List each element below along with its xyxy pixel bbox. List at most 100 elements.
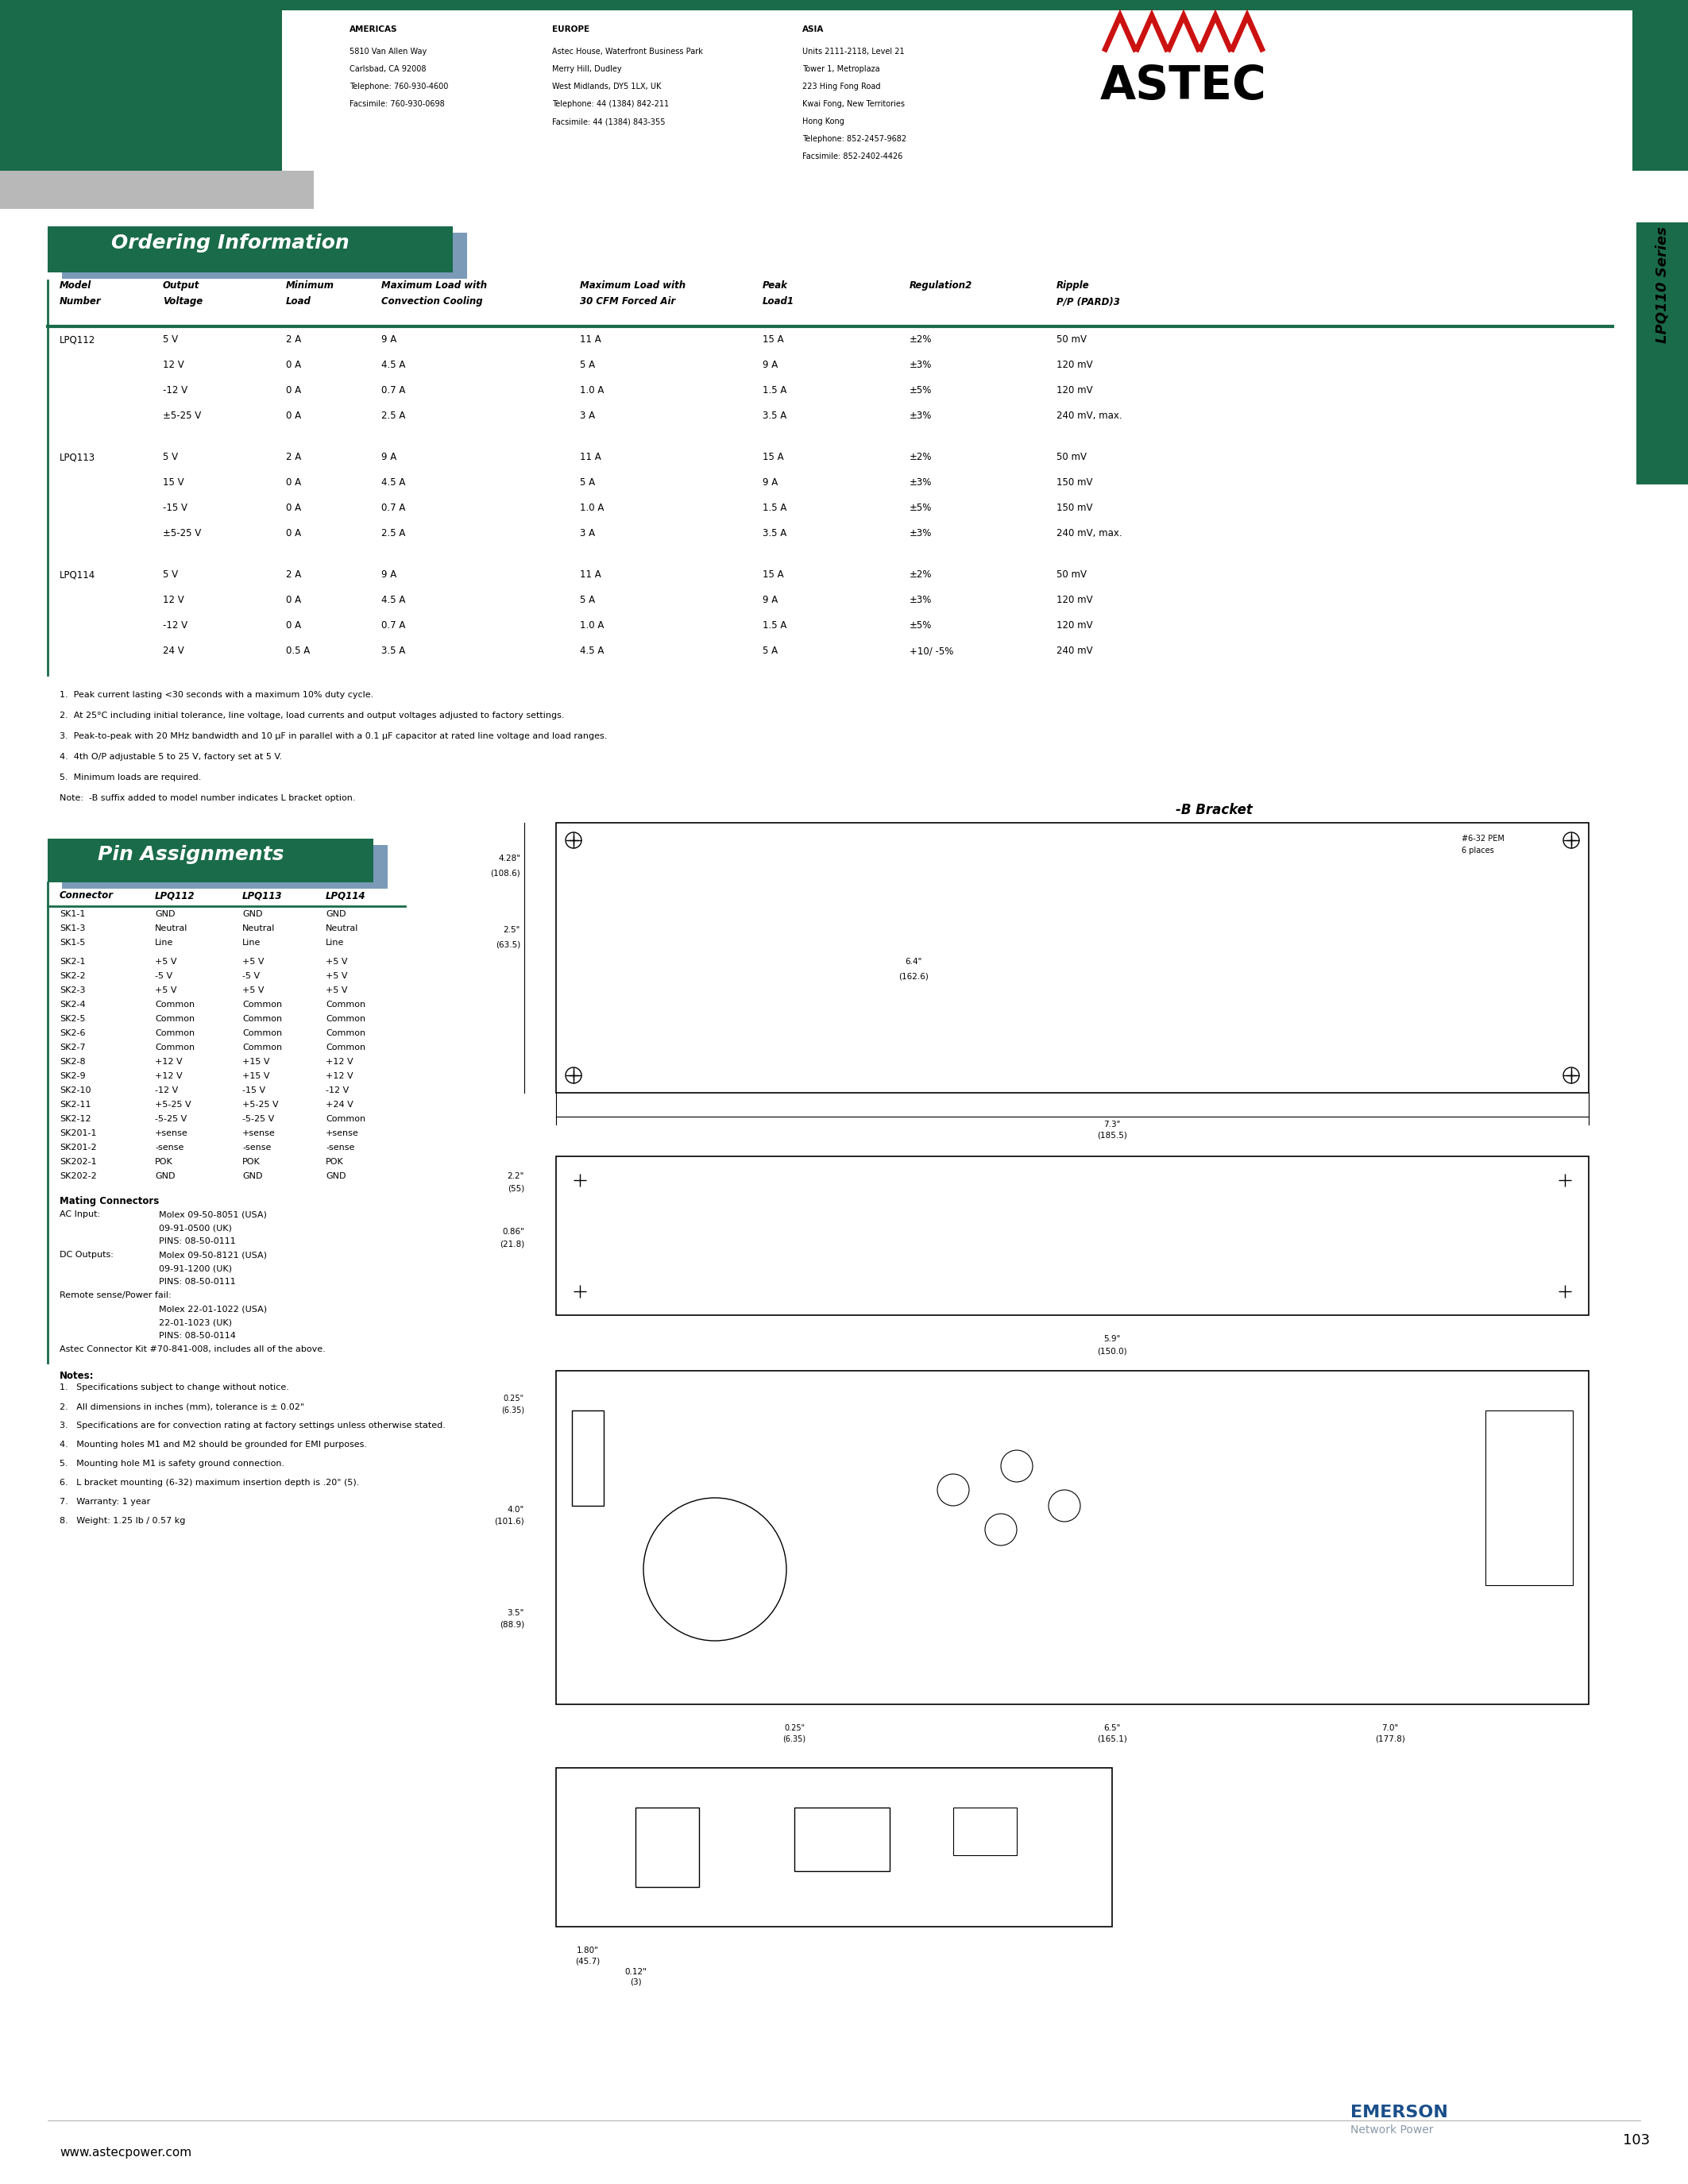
Text: 0 A: 0 A bbox=[285, 478, 300, 487]
Text: SK2-11: SK2-11 bbox=[59, 1101, 91, 1109]
Text: Load: Load bbox=[285, 297, 311, 306]
Text: -sense: -sense bbox=[243, 1144, 272, 1151]
Text: ±5%: ±5% bbox=[910, 384, 932, 395]
Text: SK201-1: SK201-1 bbox=[59, 1129, 96, 1138]
Text: Model: Model bbox=[59, 280, 91, 290]
Text: Neutral: Neutral bbox=[155, 924, 187, 933]
Text: 0.5 A: 0.5 A bbox=[285, 646, 311, 655]
Text: Common: Common bbox=[326, 1044, 366, 1051]
Text: ±5-25 V: ±5-25 V bbox=[162, 411, 201, 422]
Text: 2.   All dimensions in inches (mm), tolerance is ± 0.02": 2. All dimensions in inches (mm), tolera… bbox=[59, 1402, 304, 1411]
Text: Kwai Fong, New Territories: Kwai Fong, New Territories bbox=[802, 100, 905, 107]
Text: DC Outputs:: DC Outputs: bbox=[59, 1251, 113, 1258]
Text: Voltage: Voltage bbox=[162, 297, 203, 306]
Text: Tower 1, Metroplaza: Tower 1, Metroplaza bbox=[802, 66, 879, 72]
Bar bbox=[62, 234, 468, 280]
Text: Convection Cooling: Convection Cooling bbox=[381, 297, 483, 306]
Text: Common: Common bbox=[326, 1000, 366, 1009]
Text: 0 A: 0 A bbox=[285, 594, 300, 605]
Text: 6.5": 6.5" bbox=[1104, 1723, 1121, 1732]
Text: 3.5": 3.5" bbox=[508, 1610, 525, 1616]
Text: Common: Common bbox=[243, 1044, 282, 1051]
Text: LPQ110 Series: LPQ110 Series bbox=[1656, 227, 1669, 343]
Text: 12 V: 12 V bbox=[162, 594, 184, 605]
Text: Units 2111-2118, Level 21: Units 2111-2118, Level 21 bbox=[802, 48, 905, 55]
Text: 4.28": 4.28" bbox=[498, 854, 520, 863]
Text: 240 mV, max.: 240 mV, max. bbox=[1057, 529, 1123, 539]
Text: AC Input:: AC Input: bbox=[59, 1210, 100, 1219]
Text: +5 V: +5 V bbox=[326, 972, 348, 981]
Text: Hong Kong: Hong Kong bbox=[802, 118, 844, 124]
Text: 7.   Warranty: 1 year: 7. Warranty: 1 year bbox=[59, 1498, 150, 1505]
Text: 5.9": 5.9" bbox=[1104, 1334, 1121, 1343]
Text: AMERICAS: AMERICAS bbox=[349, 26, 398, 33]
Bar bbox=[555, 1767, 1112, 1926]
Text: 4.5 A: 4.5 A bbox=[381, 478, 405, 487]
Text: (6.35): (6.35) bbox=[501, 1406, 525, 1413]
Text: (165.1): (165.1) bbox=[1097, 1734, 1128, 1743]
Text: PINS: 08-50-0111: PINS: 08-50-0111 bbox=[159, 1278, 236, 1286]
Bar bbox=[555, 823, 1588, 1092]
Text: EUROPE: EUROPE bbox=[552, 26, 589, 33]
Bar bbox=[47, 227, 452, 273]
Text: 8.   Weight: 1.25 lb / 0.57 kg: 8. Weight: 1.25 lb / 0.57 kg bbox=[59, 1518, 186, 1524]
Text: 7.3": 7.3" bbox=[1104, 1120, 1121, 1129]
Bar bbox=[954, 1808, 1016, 1854]
Text: 1.0 A: 1.0 A bbox=[581, 502, 604, 513]
Text: 3.5 A: 3.5 A bbox=[763, 529, 787, 539]
Text: +12 V: +12 V bbox=[155, 1072, 182, 1081]
Text: Facsimile: 44 (1384) 843-355: Facsimile: 44 (1384) 843-355 bbox=[552, 118, 665, 124]
Text: Common: Common bbox=[243, 1000, 282, 1009]
Text: Network Power: Network Power bbox=[1350, 2125, 1433, 2136]
Text: Common: Common bbox=[326, 1016, 366, 1022]
Text: 6.   L bracket mounting (6-32) maximum insertion depth is .20" (5).: 6. L bracket mounting (6-32) maximum ins… bbox=[59, 1479, 360, 1487]
Text: GND: GND bbox=[155, 1173, 176, 1179]
Text: 1.  Peak current lasting <30 seconds with a maximum 10% duty cycle.: 1. Peak current lasting <30 seconds with… bbox=[59, 690, 373, 699]
Text: Facsimile: 852-2402-4426: Facsimile: 852-2402-4426 bbox=[802, 153, 903, 159]
Text: LPQ114: LPQ114 bbox=[326, 891, 366, 900]
Text: ±3%: ±3% bbox=[910, 360, 932, 369]
Text: 3.  Peak-to-peak with 20 MHz bandwidth and 10 µF in parallel with a 0.1 µF capac: 3. Peak-to-peak with 20 MHz bandwidth an… bbox=[59, 732, 608, 740]
Text: 09-91-1200 (UK): 09-91-1200 (UK) bbox=[159, 1265, 231, 1273]
Text: 7.0": 7.0" bbox=[1382, 1723, 1399, 1732]
Text: 3 A: 3 A bbox=[581, 529, 596, 539]
Text: SK2-9: SK2-9 bbox=[59, 1072, 86, 1081]
Text: 1.80": 1.80" bbox=[577, 1946, 599, 1955]
Text: SK2-3: SK2-3 bbox=[59, 987, 86, 994]
Text: 0.7 A: 0.7 A bbox=[381, 384, 405, 395]
Text: 11 A: 11 A bbox=[581, 334, 601, 345]
Text: SK201-2: SK201-2 bbox=[59, 1144, 96, 1151]
Text: POK: POK bbox=[243, 1158, 260, 1166]
Text: -15 V: -15 V bbox=[243, 1085, 265, 1094]
Text: PINS: 08-50-0114: PINS: 08-50-0114 bbox=[159, 1332, 236, 1339]
Bar bbox=[0, 170, 314, 210]
Text: 120 mV: 120 mV bbox=[1057, 384, 1092, 395]
Text: Maximum Load with: Maximum Load with bbox=[581, 280, 685, 290]
Text: 120 mV: 120 mV bbox=[1057, 594, 1092, 605]
Text: (63.5): (63.5) bbox=[496, 941, 520, 948]
Text: +10/ -5%: +10/ -5% bbox=[910, 646, 954, 655]
Text: SK2-1: SK2-1 bbox=[59, 959, 86, 965]
Text: 1.5 A: 1.5 A bbox=[763, 384, 787, 395]
Text: ±3%: ±3% bbox=[910, 594, 932, 605]
Bar bbox=[0, 0, 1688, 11]
Text: Merry Hill, Dudley: Merry Hill, Dudley bbox=[552, 66, 621, 72]
Text: 2 A: 2 A bbox=[285, 570, 300, 579]
Text: +5 V: +5 V bbox=[155, 959, 177, 965]
Bar bbox=[1485, 1411, 1573, 1586]
Text: LPQ113: LPQ113 bbox=[243, 891, 282, 900]
Text: 9 A: 9 A bbox=[381, 334, 397, 345]
Text: +12 V: +12 V bbox=[155, 1057, 182, 1066]
Text: +5 V: +5 V bbox=[243, 987, 263, 994]
Text: +5-25 V: +5-25 V bbox=[155, 1101, 191, 1109]
Text: Connector: Connector bbox=[59, 891, 113, 900]
Text: Molex 09-50-8051 (USA): Molex 09-50-8051 (USA) bbox=[159, 1210, 267, 1219]
Text: 150 mV: 150 mV bbox=[1057, 478, 1092, 487]
Text: Telephone: 852-2457-9682: Telephone: 852-2457-9682 bbox=[802, 135, 906, 142]
Text: GND: GND bbox=[155, 911, 176, 917]
Text: 12 V: 12 V bbox=[162, 360, 184, 369]
Text: ±3%: ±3% bbox=[910, 529, 932, 539]
Text: SK202-1: SK202-1 bbox=[59, 1158, 96, 1166]
Text: (55): (55) bbox=[508, 1184, 525, 1192]
Bar bbox=[572, 1411, 604, 1505]
